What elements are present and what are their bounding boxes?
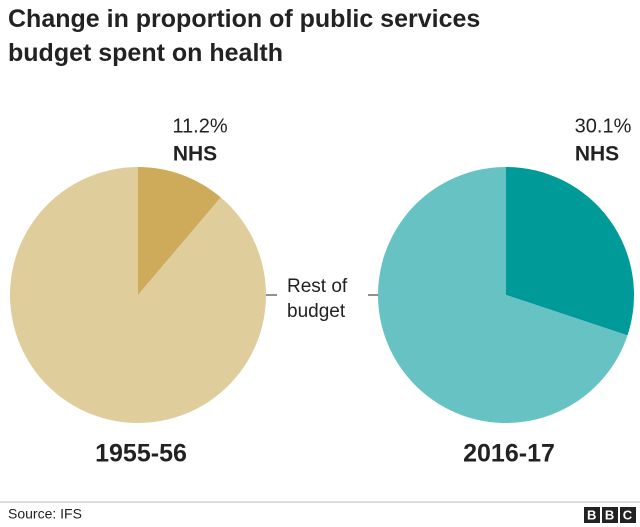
slice-label: NHS bbox=[575, 143, 619, 166]
pie-slice bbox=[506, 167, 635, 336]
source: Source: IFS bbox=[8, 506, 82, 522]
logo-box bbox=[620, 507, 636, 523]
chart-title: Change in proportion of public services … bbox=[8, 5, 481, 67]
slice-label: Rest of budget bbox=[287, 276, 348, 322]
value-label: 11.2% bbox=[172, 115, 227, 137]
value-label: 30.1% bbox=[575, 115, 632, 137]
logo-box bbox=[584, 507, 600, 523]
pie-slice bbox=[9, 167, 266, 423]
logo: BBC bbox=[587, 507, 640, 522]
pie-title: 1955-56 bbox=[95, 440, 187, 468]
pie-slice bbox=[138, 167, 221, 295]
pie-title: 2016-17 bbox=[463, 440, 555, 468]
slice-label: NHS bbox=[173, 143, 217, 166]
logo-box bbox=[602, 507, 618, 523]
pie-slice bbox=[378, 167, 628, 423]
